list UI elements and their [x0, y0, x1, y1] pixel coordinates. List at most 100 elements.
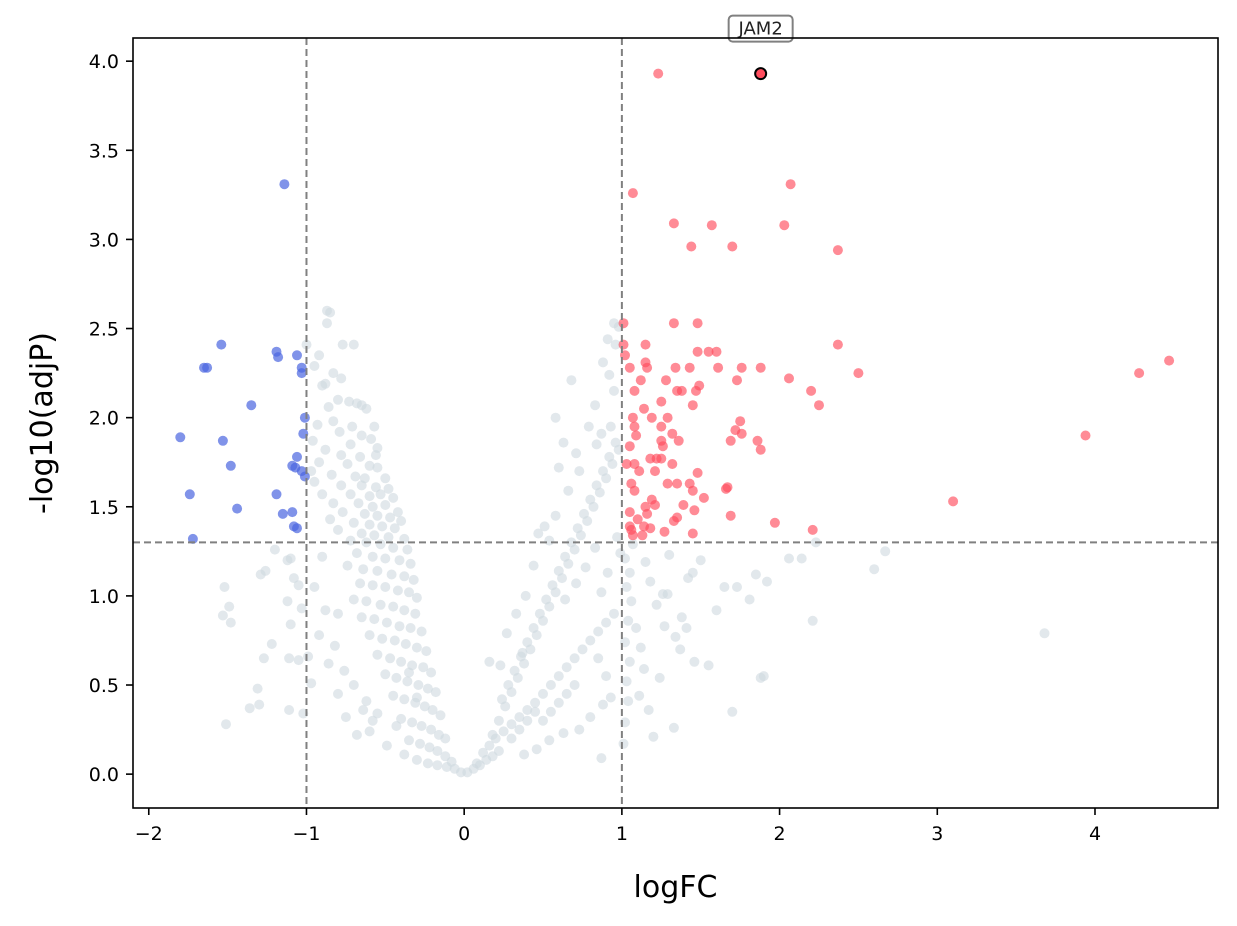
ns-point: [623, 615, 634, 626]
ns-point: [369, 421, 380, 432]
ns-point: [624, 656, 635, 667]
ns-point: [394, 555, 405, 566]
ns-point: [624, 567, 635, 578]
up-point: [635, 375, 646, 386]
y-tick-label: 4.0: [89, 51, 119, 73]
upregulated-points: [618, 68, 1175, 541]
ns-point: [750, 569, 761, 580]
ns-point: [484, 656, 495, 667]
ns-point: [522, 637, 533, 648]
ns-point: [407, 717, 418, 728]
ns-point: [645, 576, 656, 587]
ns-point: [580, 562, 591, 573]
ns-point: [596, 587, 607, 598]
ns-point: [561, 688, 572, 699]
up-point: [627, 412, 638, 423]
ns-point: [519, 749, 530, 760]
down-point: [287, 507, 298, 518]
down-point: [217, 435, 228, 446]
ns-point: [426, 667, 437, 678]
ns-point: [569, 653, 580, 664]
up-point: [624, 507, 635, 518]
ns-point: [553, 565, 564, 576]
ns-point: [558, 437, 569, 448]
ns-point: [356, 430, 367, 441]
ns-point: [585, 712, 596, 723]
ns-point: [254, 699, 265, 710]
ns-point: [676, 612, 687, 623]
up-point: [656, 421, 667, 432]
up-point: [736, 428, 747, 439]
ns-point: [328, 498, 339, 509]
ns-point: [356, 612, 367, 623]
up-point: [725, 510, 736, 521]
up-point: [656, 453, 667, 464]
ns-point: [796, 553, 807, 564]
ns-point: [364, 491, 375, 502]
ns-point: [585, 635, 596, 646]
ns-point: [522, 715, 533, 726]
ns-point: [385, 512, 396, 523]
ns-point: [493, 715, 504, 726]
plot-area: JAM2: [133, 14, 1218, 808]
ns-point: [364, 726, 375, 737]
ns-point: [670, 631, 681, 642]
ns-point: [345, 439, 356, 450]
ns-point: [380, 473, 391, 484]
up-point: [629, 459, 640, 469]
ns-point: [681, 623, 692, 633]
ns-point: [528, 560, 539, 571]
ns-point: [478, 747, 489, 758]
ns-point: [351, 548, 362, 559]
down-point: [202, 362, 213, 373]
ns-point: [566, 375, 577, 386]
up-point: [673, 435, 684, 446]
ns-point: [419, 701, 430, 712]
up-point: [832, 339, 843, 350]
ns-point: [538, 715, 548, 726]
up-point: [668, 318, 679, 329]
ns-point: [514, 724, 525, 735]
down-point: [273, 352, 284, 363]
ns-point: [566, 537, 577, 548]
up-point: [735, 416, 746, 427]
y-axis-ticks: 0.0 0.5 1.0 1.5 2.0 2.5 3.0 3.5 4.0: [89, 51, 133, 786]
ns-point: [719, 582, 730, 592]
up-point: [676, 385, 687, 396]
ns-point: [269, 544, 280, 555]
ns-point: [255, 569, 266, 580]
up-point: [725, 435, 736, 446]
ns-point: [399, 533, 410, 544]
up-point: [668, 218, 679, 229]
ns-point: [389, 523, 400, 534]
ns-point: [348, 594, 359, 605]
up-point: [687, 528, 698, 539]
up-point: [627, 188, 638, 199]
ns-point: [383, 532, 394, 543]
ns-point: [367, 715, 378, 726]
ns-point: [244, 703, 255, 714]
ns-point: [293, 580, 304, 591]
ns-point: [380, 582, 391, 592]
y-tick-label: 1.5: [89, 497, 119, 519]
up-point: [656, 396, 667, 407]
ns-point: [328, 416, 339, 427]
up-point: [713, 362, 724, 373]
ns-point: [593, 626, 604, 637]
up-point: [639, 403, 649, 414]
ns-point: [355, 451, 366, 462]
ns-point: [405, 558, 416, 569]
ns-point: [744, 594, 755, 605]
ns-point: [602, 334, 613, 345]
ns-point: [623, 696, 634, 707]
ns-point: [317, 551, 328, 562]
ns-point: [320, 605, 331, 616]
ns-point: [394, 621, 405, 632]
up-point: [706, 220, 717, 231]
up-point: [618, 318, 629, 329]
down-point: [299, 412, 310, 423]
ns-point: [727, 706, 738, 717]
ns-point: [326, 469, 337, 480]
ns-point: [538, 688, 548, 699]
up-point: [629, 485, 640, 496]
